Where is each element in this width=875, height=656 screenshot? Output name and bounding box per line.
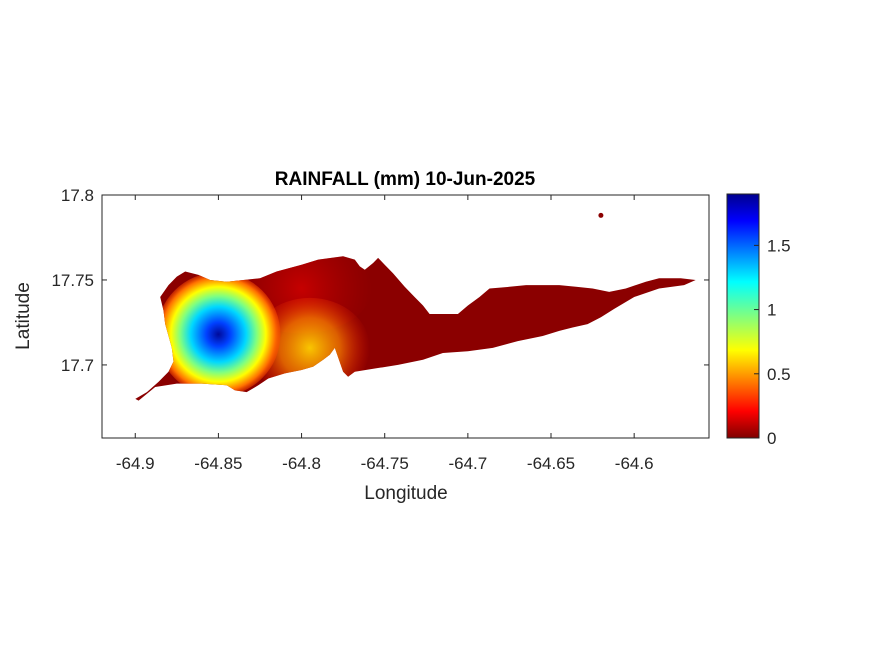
- colorbar: [726, 193, 760, 439]
- islet-marker: [598, 212, 604, 218]
- y-tick-label: 17.75: [51, 271, 94, 290]
- x-tick-label: -64.9: [116, 454, 155, 473]
- x-tick-label: -64.75: [361, 454, 409, 473]
- y-tick-label: 17.8: [61, 186, 94, 205]
- x-axis: -64.9 -64.85 -64.8 -64.75 -64.7 -64.65 -64.6: [116, 195, 654, 473]
- colorbar-tick-label: 0: [767, 429, 776, 448]
- colorbar-axis: 0 0.5 1 1.5: [754, 236, 791, 448]
- colorbar-tick-label: 0.5: [767, 365, 791, 384]
- map-title: RAINFALL (mm) 10-Jun-2025: [275, 169, 536, 190]
- x-axis-label: Longitude: [364, 483, 447, 504]
- x-tick-label: -64.65: [527, 454, 575, 473]
- x-tick-label: -64.7: [448, 454, 487, 473]
- plot-frame: [101, 194, 710, 439]
- x-tick-label: -64.6: [615, 454, 654, 473]
- y-axis: 17.7 17.75 17.8: [51, 186, 709, 375]
- rainfall-surface: [135, 256, 696, 401]
- x-tick-label: -64.85: [194, 454, 242, 473]
- colorbar-tick-label: 1.5: [767, 236, 791, 255]
- colorbar-tick-label: 1: [767, 301, 776, 320]
- y-axis-label: Latitude: [13, 282, 34, 350]
- heavy-rain-core: [156, 272, 281, 397]
- y-tick-label: 17.7: [61, 356, 94, 375]
- x-tick-label: -64.8: [282, 454, 321, 473]
